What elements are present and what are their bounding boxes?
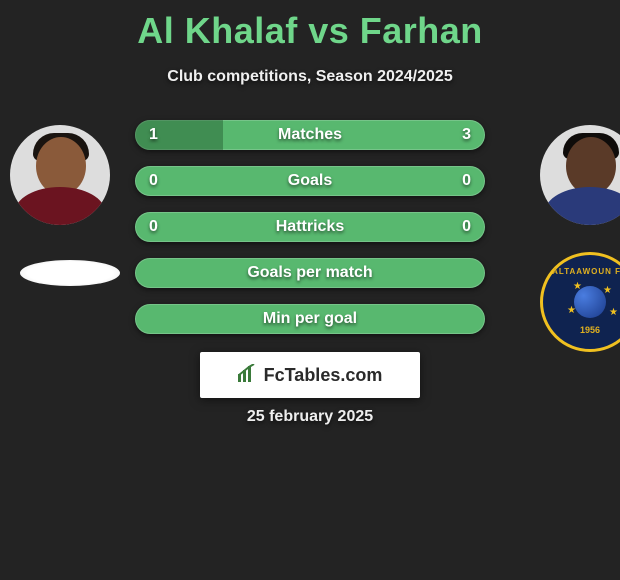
team-logo-right: ALTAAWOUN FC ★★★★ 1956 <box>540 252 620 352</box>
stat-value-left: 0 <box>149 212 158 242</box>
stat-value-right: 0 <box>462 166 471 196</box>
subtitle: Club competitions, Season 2024/2025 <box>0 68 620 86</box>
stat-label: Min per goal <box>263 310 357 328</box>
stat-label: Goals <box>288 172 332 190</box>
stat-row: 0 Hattricks 0 <box>135 212 485 242</box>
stat-value-right: 3 <box>462 120 471 150</box>
date-label: 25 february 2025 <box>0 408 620 426</box>
player-photo-left <box>10 125 110 225</box>
stat-value-right: 0 <box>462 212 471 242</box>
watermark[interactable]: FcTables.com <box>200 352 420 398</box>
team-name-right: ALTAAWOUN FC <box>552 267 620 276</box>
bar-chart-icon <box>238 364 258 387</box>
team-year-right: 1956 <box>580 325 600 335</box>
stat-label: Hattricks <box>276 218 344 236</box>
watermark-text: FcTables.com <box>264 365 383 386</box>
stat-row: 1 Matches 3 <box>135 120 485 150</box>
stat-label: Matches <box>278 126 342 144</box>
page-title: Al Khalaf vs Farhan <box>0 0 620 52</box>
stat-row: Min per goal <box>135 304 485 334</box>
stat-row: Goals per match <box>135 258 485 288</box>
stat-value-left: 0 <box>149 166 158 196</box>
stats-container: 1 Matches 3 0 Goals 0 0 Hattricks 0 Goals per mat… <box>135 120 485 350</box>
stat-label: Goals per match <box>247 264 372 282</box>
player-photo-right <box>540 125 620 225</box>
stat-value-left: 1 <box>149 120 158 150</box>
stat-row: 0 Goals 0 <box>135 166 485 196</box>
team-logo-left <box>20 260 120 286</box>
